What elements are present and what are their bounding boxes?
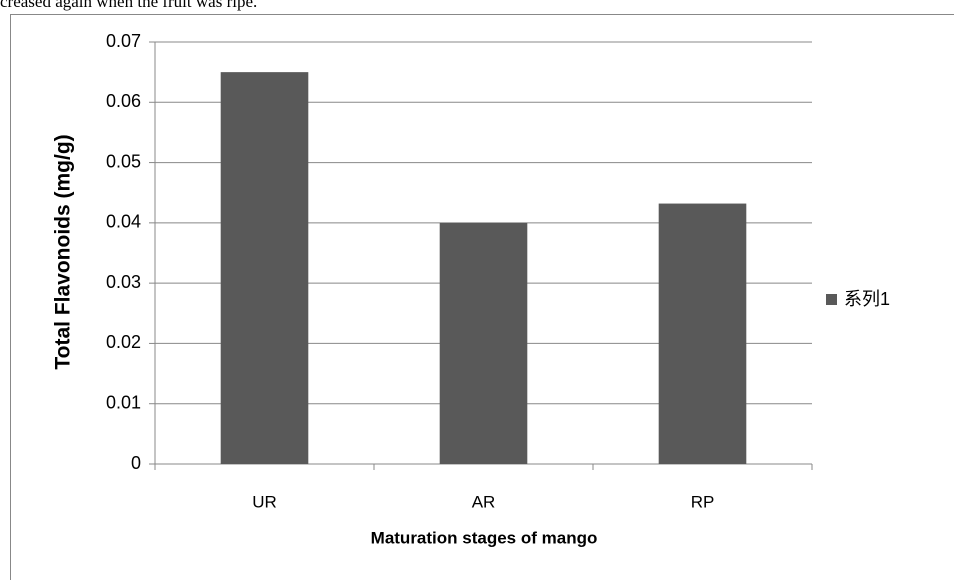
x-tick-label: AR [472, 492, 496, 511]
y-tick-label: 0 [131, 453, 141, 473]
y-tick-label: 0.07 [106, 31, 141, 51]
x-tick-label: RP [691, 492, 715, 511]
y-tick-label: 0.01 [106, 392, 141, 412]
y-tick-label: 0.05 [106, 151, 141, 171]
x-axis-title: Maturation stages of mango [371, 528, 598, 547]
bar [220, 72, 309, 465]
legend-swatch [826, 294, 837, 305]
y-tick-label: 0.02 [106, 332, 141, 352]
y-tick-label: 0.04 [106, 212, 141, 232]
bar [658, 203, 747, 464]
chart-border [10, 14, 954, 580]
y-tick-label: 0.03 [106, 272, 141, 292]
x-tick-label: UR [252, 492, 277, 511]
y-tick-label: 0.06 [106, 91, 141, 111]
y-axis-title: Total Flavonoids (mg/g) [52, 134, 75, 369]
legend-label: 系列1 [844, 289, 890, 309]
context-text: creased again when the fruit was ripe. [0, 0, 257, 11]
bar [439, 222, 528, 464]
